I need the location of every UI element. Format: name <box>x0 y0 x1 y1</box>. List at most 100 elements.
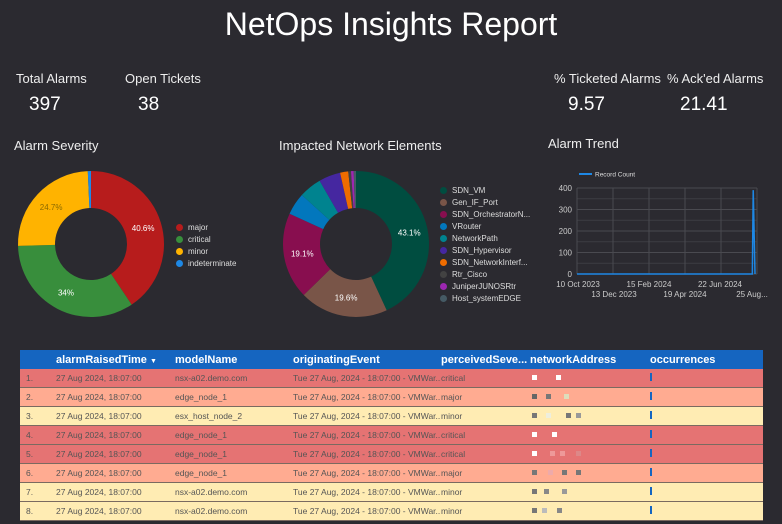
legend-dot-icon <box>440 222 447 230</box>
legend-label: SDN_NetworkInterf... <box>452 257 528 267</box>
y-tick-label: 300 <box>559 206 573 215</box>
legend-dot-icon <box>440 246 447 254</box>
donut-slice-rtr-cisco[interactable] <box>348 171 354 209</box>
legend-item[interactable]: SDN_Hypervisor <box>440 244 530 256</box>
donut-slice-major[interactable] <box>91 171 164 305</box>
redaction-block <box>550 451 555 456</box>
y-tick-label: 200 <box>559 227 573 236</box>
donut-slice-minor[interactable] <box>18 171 90 246</box>
table-row[interactable]: 8. 27 Aug 2024, 18:07:00 nsx-a02.demo.com T… <box>20 502 763 521</box>
chart-title-impacted: Impacted Network Elements <box>279 138 442 153</box>
redaction-block <box>542 508 547 513</box>
kpi-label: Total Alarms <box>16 71 87 86</box>
redaction-block <box>532 413 537 418</box>
table-row[interactable]: 3. 27 Aug 2024, 18:07:00 esx_host_node_2 Tu… <box>20 407 763 426</box>
slice-data-label: 19.1% <box>291 249 314 258</box>
donut-slice-juniperjunosrtr[interactable] <box>350 171 355 209</box>
table-row[interactable]: 1. 27 Aug 2024, 18:07:00 nsx-a02.demo.com T… <box>20 369 763 388</box>
table-row[interactable]: 5. 27 Aug 2024, 18:07:00 edge_node_1 Tue 27… <box>20 445 763 464</box>
legend-label: SDN_VM <box>452 185 486 195</box>
legend-item[interactable]: indeterminate <box>176 257 236 269</box>
cell-alarm-raised-time: 27 Aug 2024, 18:07:00 <box>56 468 142 478</box>
table-row[interactable]: 7. 27 Aug 2024, 18:07:00 nsx-a02.demo.com T… <box>20 483 763 502</box>
redaction-block <box>532 394 537 399</box>
legend-label: Gen_IF_Port <box>452 197 498 207</box>
column-header-perceived-severity[interactable]: perceivedSeve... <box>441 353 528 366</box>
row-number: 2. <box>26 392 34 402</box>
legend-item[interactable]: VRouter <box>440 220 530 232</box>
cell-occurrences <box>650 487 763 497</box>
cell-perceived-severity: minor <box>441 411 463 421</box>
redaction-block <box>532 432 537 437</box>
legend-item[interactable]: Gen_IF_Port <box>440 196 530 208</box>
sort-descending-icon[interactable]: ▼ <box>149 357 157 365</box>
kpi-acked-alarms: % Ack'ed Alarms 21.41 <box>667 71 763 116</box>
table-row[interactable]: 6. 27 Aug 2024, 18:07:00 edge_node_1 Tue 27… <box>20 464 763 483</box>
table-row[interactable]: 2. 27 Aug 2024, 18:07:00 edge_node_1 Tue 27… <box>20 388 763 407</box>
kpi-ticketed-alarms: % Ticketed Alarms 9.57 <box>554 71 661 116</box>
legend-item[interactable]: SDN_OrchestratorN... <box>440 208 530 220</box>
row-number: 3. <box>26 411 34 421</box>
donut-slice-sdn-orchestratorn-[interactable] <box>283 213 331 295</box>
donut-slice-sdn-networkinterf-[interactable] <box>340 171 353 209</box>
legend-dot-icon <box>440 282 447 290</box>
severity-legend: major critical minor indeterminate <box>176 221 236 269</box>
cell-originating-event: Tue 27 Aug, 2024 - 18:07:00 - VMWar... <box>293 430 441 440</box>
legend-item[interactable]: major <box>176 221 236 233</box>
row-number: 6. <box>26 468 34 478</box>
donut-slice-vrouter[interactable] <box>289 195 330 230</box>
cell-alarm-raised-time: 27 Aug 2024, 18:07:00 <box>56 373 142 383</box>
occurrences-bar <box>650 430 652 438</box>
donut-slice-sdn-hypervisor[interactable] <box>319 172 349 213</box>
occurrences-bar <box>650 449 652 457</box>
kpi-value: 21.41 <box>680 94 728 115</box>
table-row[interactable]: 4. 27 Aug 2024, 18:07:00 edge_node_1 Tue 27… <box>20 426 763 445</box>
column-header-alarm-raised-time[interactable]: alarmRaisedTime ▼ <box>56 354 175 366</box>
legend-dot-icon <box>176 235 183 243</box>
cell-originating-event: Tue 27 Aug, 2024 - 18:07:00 - VMWar... <box>293 449 441 459</box>
legend-item[interactable]: SDN_NetworkInterf... <box>440 256 530 268</box>
donut-slice-indeterminate[interactable] <box>87 171 91 209</box>
legend-dot-icon <box>176 247 183 255</box>
redaction-block <box>576 451 581 456</box>
donut-slice-gen-if-port[interactable] <box>303 269 387 317</box>
cell-model-name: edge_node_1 <box>175 449 228 459</box>
legend-dot-icon <box>176 259 183 267</box>
redaction-block <box>548 470 553 475</box>
column-header-occurrences[interactable]: occurrences <box>650 353 716 366</box>
redaction-block <box>552 432 557 437</box>
legend-item[interactable]: Host_systemEDGE <box>440 292 530 304</box>
legend-item[interactable]: SDN_VM <box>440 184 530 196</box>
legend-item[interactable]: minor <box>176 245 236 257</box>
redaction-block <box>576 413 581 418</box>
legend-item[interactable]: JuniperJUNOSRtr <box>440 280 530 292</box>
redaction-block <box>566 413 571 418</box>
donut-slice-networkpath[interactable] <box>301 180 339 220</box>
legend-item[interactable]: NetworkPath <box>440 232 530 244</box>
cell-network-address-redacted <box>530 502 650 520</box>
donut-slice-host-systemedge[interactable] <box>353 171 356 209</box>
legend-label: SDN_OrchestratorN... <box>452 209 531 219</box>
donut-slice-sdn-vm[interactable] <box>356 171 429 311</box>
cell-occurrences <box>650 411 763 421</box>
y-tick-label: 0 <box>568 270 573 279</box>
cell-network-address-redacted <box>530 407 650 425</box>
series-line-record-count[interactable] <box>577 190 756 275</box>
slice-data-label: 19.6% <box>335 294 358 303</box>
column-header-originating-event[interactable]: originatingEvent <box>293 353 380 366</box>
column-header-model-name[interactable]: modelName <box>175 353 238 366</box>
kpi-value: 38 <box>138 94 160 115</box>
cell-alarm-raised-time: 27 Aug 2024, 18:07:00 <box>56 430 142 440</box>
impacted-donut-chart: 43.1% 19.6% 19.1% <box>283 171 429 317</box>
occurrences-bar <box>650 468 652 476</box>
legend-item[interactable]: Rtr_Cisco <box>440 268 530 280</box>
donut-slice-critical[interactable] <box>18 244 132 317</box>
cell-originating-event: Tue 27 Aug, 2024 - 18:07:00 - VMWar... <box>293 487 441 497</box>
column-header-network-address[interactable]: networkAddress <box>530 353 617 366</box>
cell-network-address-redacted <box>530 445 650 463</box>
severity-donut-chart: 40.6% 34% 24.7% <box>18 171 164 317</box>
legend-item[interactable]: critical <box>176 233 236 245</box>
report-title: NetOps Insights Report <box>224 6 558 42</box>
cell-model-name: edge_node_1 <box>175 430 228 440</box>
legend-label: Rtr_Cisco <box>452 269 488 279</box>
